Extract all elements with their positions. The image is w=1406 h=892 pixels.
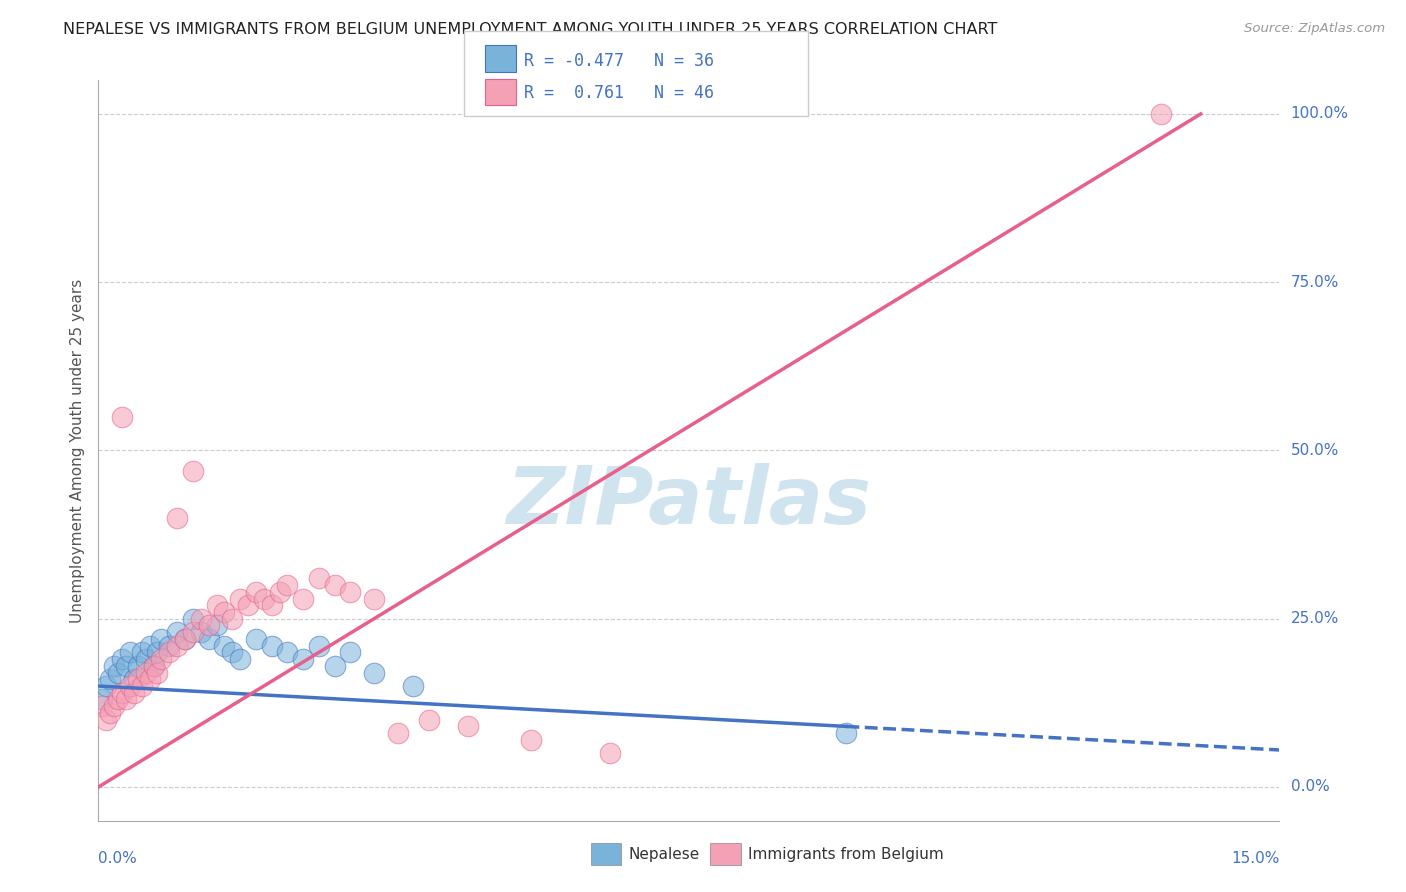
Point — [181, 625, 204, 640]
Point — [118, 645, 141, 659]
Point — [229, 591, 252, 606]
Point — [245, 584, 267, 599]
Point — [221, 612, 243, 626]
Text: ZIPatlas: ZIPatlas — [506, 463, 872, 541]
Text: Source: ZipAtlas.com: Source: ZipAtlas.com — [1244, 22, 1385, 36]
Point — [308, 639, 330, 653]
Point — [142, 658, 165, 673]
Text: 100.0%: 100.0% — [1291, 106, 1348, 121]
Point — [599, 747, 621, 761]
Text: 0.0%: 0.0% — [98, 851, 138, 866]
Point — [122, 673, 145, 687]
Point — [122, 686, 145, 700]
Point — [181, 464, 204, 478]
Point — [339, 584, 361, 599]
Point — [96, 679, 118, 693]
Point — [276, 645, 298, 659]
Point — [197, 632, 219, 646]
Point — [127, 658, 149, 673]
Point — [166, 510, 188, 524]
Text: Immigrants from Belgium: Immigrants from Belgium — [748, 847, 943, 862]
Point — [115, 658, 138, 673]
Point — [260, 639, 283, 653]
Point — [205, 599, 228, 613]
Point — [292, 591, 315, 606]
Point — [229, 652, 252, 666]
Point — [91, 692, 114, 706]
Point — [835, 726, 858, 740]
Point — [111, 686, 134, 700]
Point — [150, 632, 173, 646]
Point — [142, 658, 165, 673]
Point — [157, 639, 180, 653]
Point — [135, 652, 157, 666]
Point — [236, 599, 259, 613]
Point — [131, 645, 153, 659]
Text: R =  0.761   N = 46: R = 0.761 N = 46 — [524, 84, 714, 102]
Point — [166, 625, 188, 640]
Point — [221, 645, 243, 659]
Text: R = -0.477   N = 36: R = -0.477 N = 36 — [524, 52, 714, 70]
Point — [308, 571, 330, 585]
Point — [276, 578, 298, 592]
Point — [96, 713, 118, 727]
Point — [214, 639, 236, 653]
Text: 0.0%: 0.0% — [1291, 780, 1329, 795]
Text: 50.0%: 50.0% — [1291, 443, 1339, 458]
Point — [146, 665, 169, 680]
Point — [91, 699, 114, 714]
Point — [520, 732, 543, 747]
Point — [363, 665, 385, 680]
Point — [103, 699, 125, 714]
Point — [197, 618, 219, 632]
Point — [363, 591, 385, 606]
Point — [174, 632, 197, 646]
Point — [98, 673, 121, 687]
Point — [157, 645, 180, 659]
Point — [111, 409, 134, 424]
Point — [402, 679, 425, 693]
Point — [118, 679, 141, 693]
Point — [323, 578, 346, 592]
Point — [150, 652, 173, 666]
Point — [323, 658, 346, 673]
Point — [181, 612, 204, 626]
Point — [418, 713, 440, 727]
Point — [190, 612, 212, 626]
Point — [146, 645, 169, 659]
Point — [387, 726, 409, 740]
Point — [166, 639, 188, 653]
Text: 15.0%: 15.0% — [1232, 851, 1279, 866]
Point — [205, 618, 228, 632]
Point — [214, 605, 236, 619]
Point — [107, 692, 129, 706]
Point — [138, 673, 160, 687]
Point — [190, 625, 212, 640]
Point — [107, 665, 129, 680]
Point — [269, 584, 291, 599]
Point — [245, 632, 267, 646]
Point — [115, 692, 138, 706]
Text: 75.0%: 75.0% — [1291, 275, 1339, 290]
Point — [292, 652, 315, 666]
Point — [1150, 107, 1173, 121]
Text: Nepalese: Nepalese — [628, 847, 700, 862]
Point — [103, 658, 125, 673]
Point — [127, 673, 149, 687]
Point — [138, 639, 160, 653]
Point — [174, 632, 197, 646]
Point — [457, 719, 479, 733]
Point — [253, 591, 276, 606]
Text: NEPALESE VS IMMIGRANTS FROM BELGIUM UNEMPLOYMENT AMONG YOUTH UNDER 25 YEARS CORR: NEPALESE VS IMMIGRANTS FROM BELGIUM UNEM… — [63, 22, 998, 37]
Text: 25.0%: 25.0% — [1291, 611, 1339, 626]
Point — [260, 599, 283, 613]
Point — [111, 652, 134, 666]
Point — [339, 645, 361, 659]
Y-axis label: Unemployment Among Youth under 25 years: Unemployment Among Youth under 25 years — [69, 278, 84, 623]
Point — [131, 679, 153, 693]
Point — [98, 706, 121, 720]
Point — [135, 665, 157, 680]
